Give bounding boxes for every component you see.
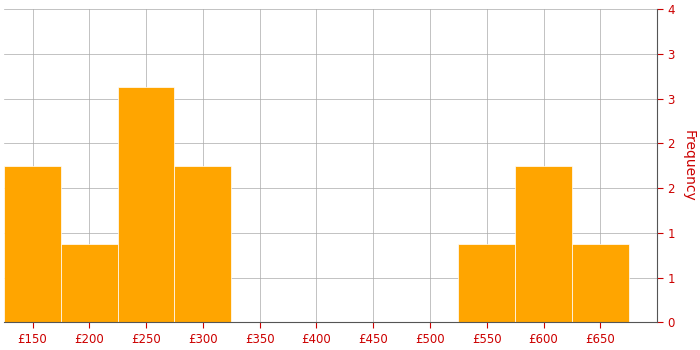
Bar	[458, 244, 515, 322]
Y-axis label: Frequency: Frequency	[682, 130, 696, 202]
Bar	[515, 166, 572, 322]
Bar	[572, 244, 629, 322]
Bar	[61, 244, 118, 322]
Bar	[174, 166, 231, 322]
Bar	[4, 166, 61, 322]
Bar	[118, 88, 174, 322]
